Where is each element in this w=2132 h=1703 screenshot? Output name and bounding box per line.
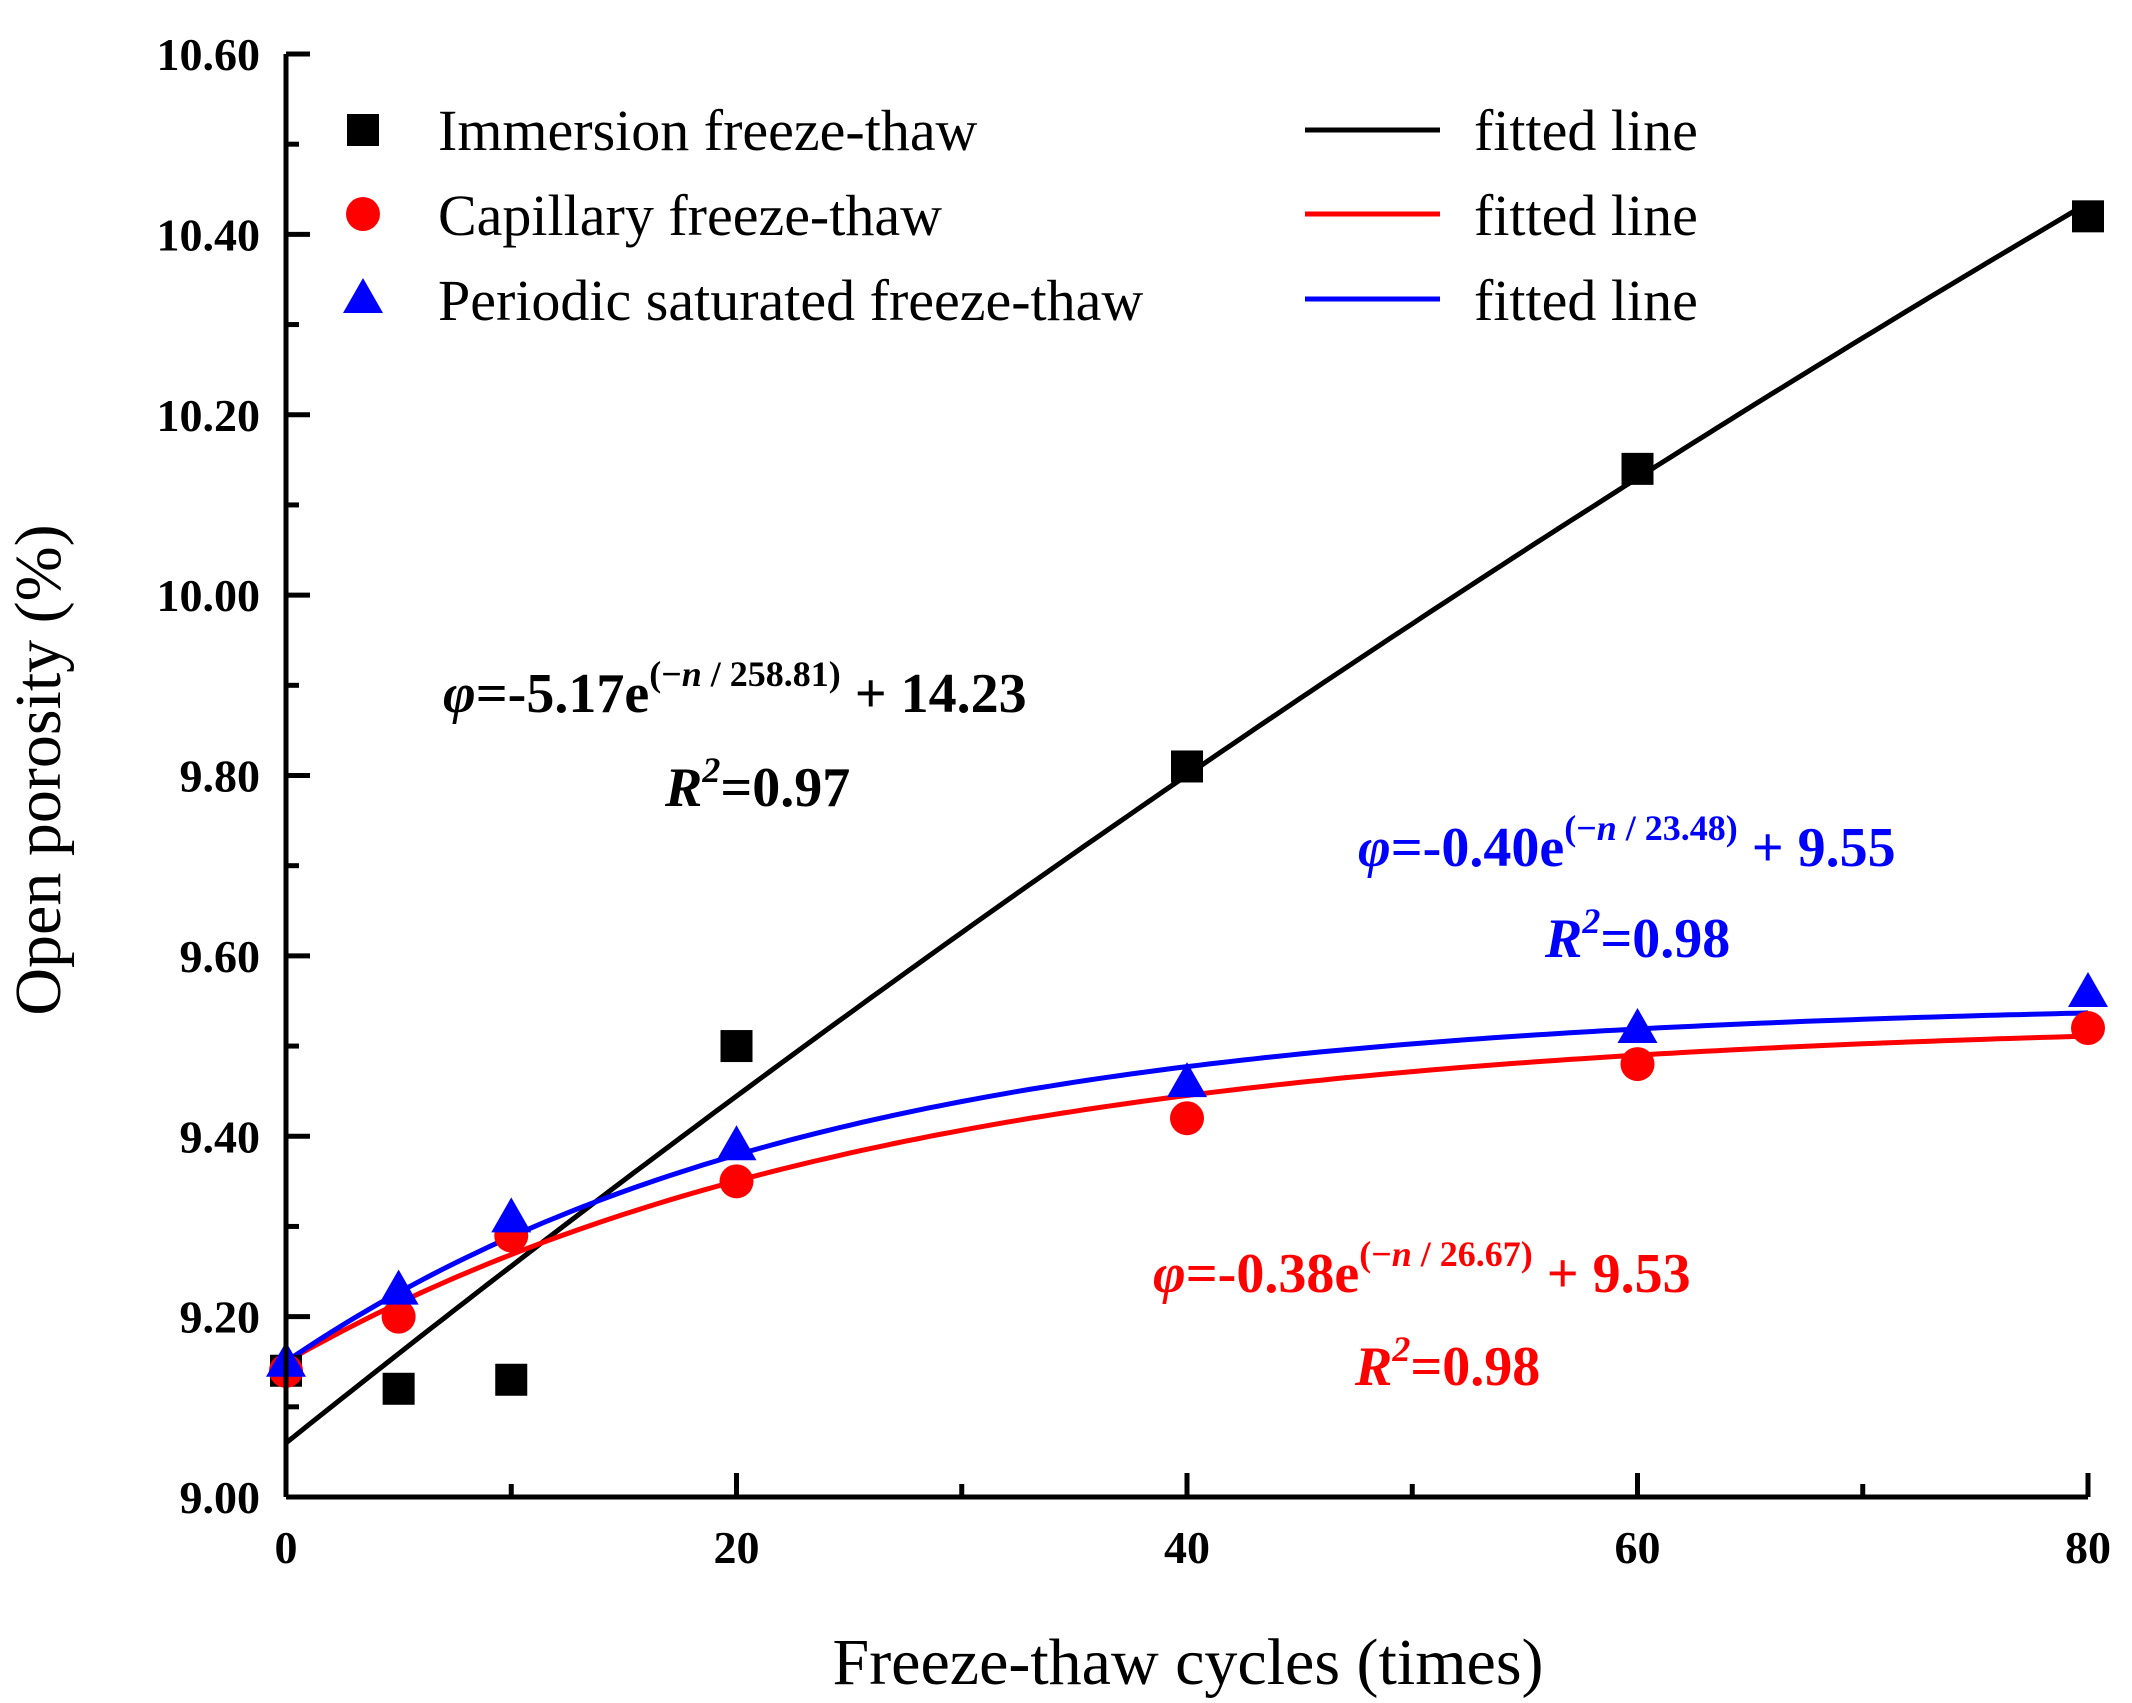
y-tick-label: 9.80 xyxy=(180,751,261,802)
data-point-2-1 xyxy=(378,1269,419,1305)
x-tick-label: 20 xyxy=(714,1522,760,1573)
axes: 0 20 40 60 80 9.00 9.20 9.40 9.60 9.80 10.00 10.20… xyxy=(157,29,2112,1573)
legend-label-immersion: Immersion freeze-thaw xyxy=(438,98,978,163)
legend-fit-label-immersion: fitted line xyxy=(1474,98,1698,163)
data-point-2-3 xyxy=(716,1125,757,1161)
y-tick-label: 10.00 xyxy=(157,570,261,621)
equation-immersion-r2: R2=0.97 xyxy=(664,750,850,819)
legend-fit-label-capillary: fitted line xyxy=(1474,183,1698,248)
legend-marker-capillary xyxy=(346,197,380,231)
legend: Immersion freeze-thaw Capillary freeze-t… xyxy=(343,98,1698,333)
legend-marker-immersion xyxy=(347,114,379,146)
x-tick-label: 80 xyxy=(2065,1522,2111,1573)
y-tick-label: 9.20 xyxy=(180,1292,261,1343)
equation-periodic: φ=-0.40e(−n / 23.48) + 9.55 R2=0.98 xyxy=(1358,808,1896,970)
equation-capillary: φ=-0.38e(−n / 26.67) + 9.53 R2=0.98 xyxy=(1153,1234,1691,1398)
data-markers xyxy=(266,200,2108,1405)
legend-marker-periodic xyxy=(343,278,383,313)
data-point-2-2 xyxy=(491,1197,532,1233)
data-point-1-6 xyxy=(2071,1011,2105,1046)
data-point-2-6 xyxy=(2068,971,2108,1007)
x-ticks: 0 20 40 60 80 xyxy=(275,1473,2111,1573)
equation-periodic-r2: R2=0.98 xyxy=(1544,901,1730,970)
y-axis-title: Open porosity (%) xyxy=(2,524,75,1015)
x-tick-label: 60 xyxy=(1615,1522,1661,1573)
legend-label-periodic: Periodic saturated freeze-thaw xyxy=(438,268,1143,333)
data-point-0-3 xyxy=(720,1030,753,1063)
data-point-2-5 xyxy=(1617,1008,1658,1044)
y-tick-label: 10.40 xyxy=(157,209,261,260)
data-point-0-4 xyxy=(1171,750,1203,783)
equation-immersion-formula: φ=-5.17e(−n / 258.81) + 14.23 xyxy=(443,654,1027,725)
y-tick-label: 9.40 xyxy=(180,1111,261,1162)
data-point-1-1 xyxy=(381,1299,416,1334)
legend-fit-label-periodic: fitted line xyxy=(1474,268,1698,333)
data-point-0-2 xyxy=(495,1363,528,1396)
equation-capillary-formula: φ=-0.38e(−n / 26.67) + 9.53 xyxy=(1153,1234,1691,1305)
y-tick-label: 9.00 xyxy=(180,1472,261,1523)
data-point-0-6 xyxy=(2072,200,2104,233)
x-tick-label: 40 xyxy=(1164,1522,1210,1573)
y-tick-label: 10.20 xyxy=(157,390,261,441)
legend-label-capillary: Capillary freeze-thaw xyxy=(438,183,942,248)
y-tick-label: 9.60 xyxy=(180,931,261,982)
x-tick-label: 0 xyxy=(275,1522,298,1573)
data-point-0-1 xyxy=(382,1372,415,1405)
equation-periodic-formula: φ=-0.40e(−n / 23.48) + 9.55 xyxy=(1358,808,1896,879)
equation-immersion: φ=-5.17e(−n / 258.81) + 14.23 R2=0.97 xyxy=(443,654,1027,819)
equation-capillary-r2: R2=0.98 xyxy=(1354,1329,1540,1398)
y-ticks: 9.00 9.20 9.40 9.60 9.80 10.00 10.20 10.40 10.60 xyxy=(157,29,310,1523)
y-tick-label: 10.60 xyxy=(157,29,261,80)
data-point-2-4 xyxy=(1167,1062,1207,1098)
data-point-0-5 xyxy=(1621,452,1654,485)
data-point-1-4 xyxy=(1170,1101,1204,1136)
x-axis-title: Freeze-thaw cycles (times) xyxy=(833,1626,1544,1699)
data-point-1-5 xyxy=(1620,1047,1655,1082)
data-point-1-3 xyxy=(719,1164,754,1199)
